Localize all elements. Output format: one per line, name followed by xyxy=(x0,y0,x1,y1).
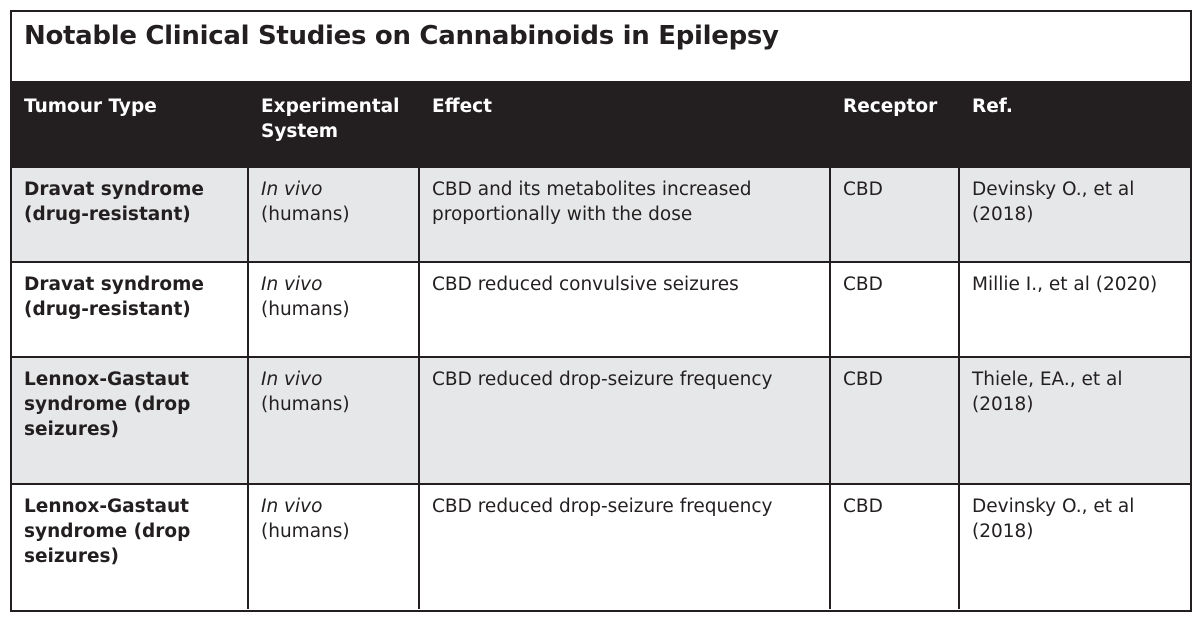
cell-ref: Devinsky O., et al (2018) xyxy=(958,166,1190,263)
table-frame: Notable Clinical Studies on Cannabinoids… xyxy=(10,10,1192,612)
cell-ref: Devinsky O., et al (2018) xyxy=(958,483,1190,609)
cell-tumour-type: Lennox-Gastaut syndrome (drop seizures) xyxy=(12,356,249,485)
header-row: Tumour Type Experimental System Effect R… xyxy=(12,83,1190,167)
studies-table: Tumour Type Experimental System Effect R… xyxy=(12,83,1190,609)
table-row: Lennox-Gastaut syndrome (drop seizures) … xyxy=(12,356,1190,485)
header-effect: Effect xyxy=(418,83,830,167)
cell-system: In vivo (humans) xyxy=(247,166,420,263)
cell-receptor: CBD xyxy=(829,261,960,358)
cell-receptor: CBD xyxy=(829,356,960,485)
system-subject: (humans) xyxy=(261,394,350,415)
system-italic: In vivo xyxy=(261,369,323,390)
system-italic: In vivo xyxy=(261,179,323,200)
cell-ref: Thiele, EA., et al (2018) xyxy=(958,356,1190,485)
table-row: Dravat syndrome (drug-resistant) In vivo… xyxy=(12,166,1190,263)
cell-effect: CBD reduced convulsive seizures xyxy=(418,261,831,358)
cell-effect: CBD reduced drop-seizure frequency xyxy=(418,483,831,609)
cell-receptor: CBD xyxy=(829,483,960,609)
table-title: Notable Clinical Studies on Cannabinoids… xyxy=(12,12,1190,83)
cell-tumour-type: Lennox-Gastaut syndrome (drop seizures) xyxy=(12,483,249,609)
cell-system: In vivo (humans) xyxy=(247,483,420,609)
cell-system: In vivo (humans) xyxy=(247,261,420,358)
cell-ref: Millie I., et al (2020) xyxy=(958,261,1190,358)
cell-system: In vivo (humans) xyxy=(247,356,420,485)
cell-effect: CBD reduced drop-seizure frequency xyxy=(418,356,831,485)
cell-receptor: CBD xyxy=(829,166,960,263)
cell-tumour-type: Dravat syndrome (drug-resistant) xyxy=(12,261,249,358)
system-italic: In vivo xyxy=(261,274,323,295)
header-ref: Ref. xyxy=(958,83,1190,167)
cell-tumour-type: Dravat syndrome (drug-resistant) xyxy=(12,166,249,263)
system-subject: (humans) xyxy=(261,204,350,225)
system-italic: In vivo xyxy=(261,496,323,517)
header-receptor: Receptor xyxy=(829,83,959,167)
cell-effect: CBD and its metabolites increased propor… xyxy=(418,166,831,263)
header-tumour-type: Tumour Type xyxy=(12,83,248,167)
table-row: Lennox-Gastaut syndrome (drop seizures) … xyxy=(12,483,1190,609)
system-subject: (humans) xyxy=(261,299,350,320)
table-row: Dravat syndrome (drug-resistant) In vivo… xyxy=(12,261,1190,358)
system-subject: (humans) xyxy=(261,521,350,542)
header-experimental-system: Experimental System xyxy=(247,83,419,167)
